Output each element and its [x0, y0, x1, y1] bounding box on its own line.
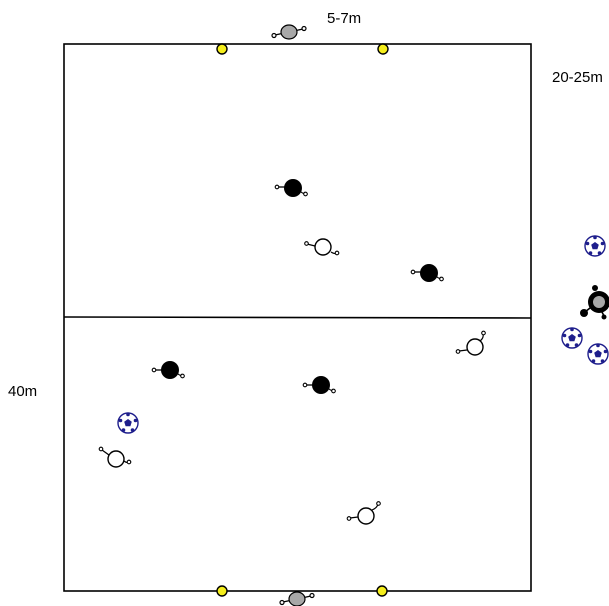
goalkeeper-icon: [279, 591, 315, 606]
light-player-icon: [346, 501, 381, 525]
coach-icon: [580, 285, 609, 320]
cone-icon: [216, 585, 228, 597]
top-goal: [216, 24, 389, 55]
soccer-ball-icon: [561, 327, 583, 349]
bottom-goal: [216, 585, 388, 606]
cone-icon: [377, 43, 389, 55]
cone-icon: [376, 585, 388, 597]
goal-width-label: 5-7m: [327, 10, 362, 27]
dark-players: [151, 179, 444, 394]
soccer-ball-icon: [587, 343, 609, 365]
dark-player-icon: [302, 376, 336, 394]
dark-player-icon: [410, 264, 444, 282]
halfway-line: [63, 316, 532, 319]
light-player-icon: [455, 330, 486, 356]
soccer-ball-icon: [117, 412, 139, 434]
light-player-icon: [304, 238, 340, 256]
light-player-icon: [98, 446, 132, 468]
pitch-width-label: 40m: [8, 383, 38, 400]
zone-length-label: 20-25m: [552, 69, 603, 86]
dark-player-icon: [151, 361, 185, 379]
cone-icon: [216, 43, 228, 55]
pitch: [63, 43, 532, 592]
light-players: [98, 238, 486, 525]
goalkeeper-icon: [271, 24, 307, 40]
dark-player-icon: [274, 179, 308, 197]
balls: [117, 235, 609, 434]
soccer-ball-icon: [584, 235, 606, 257]
